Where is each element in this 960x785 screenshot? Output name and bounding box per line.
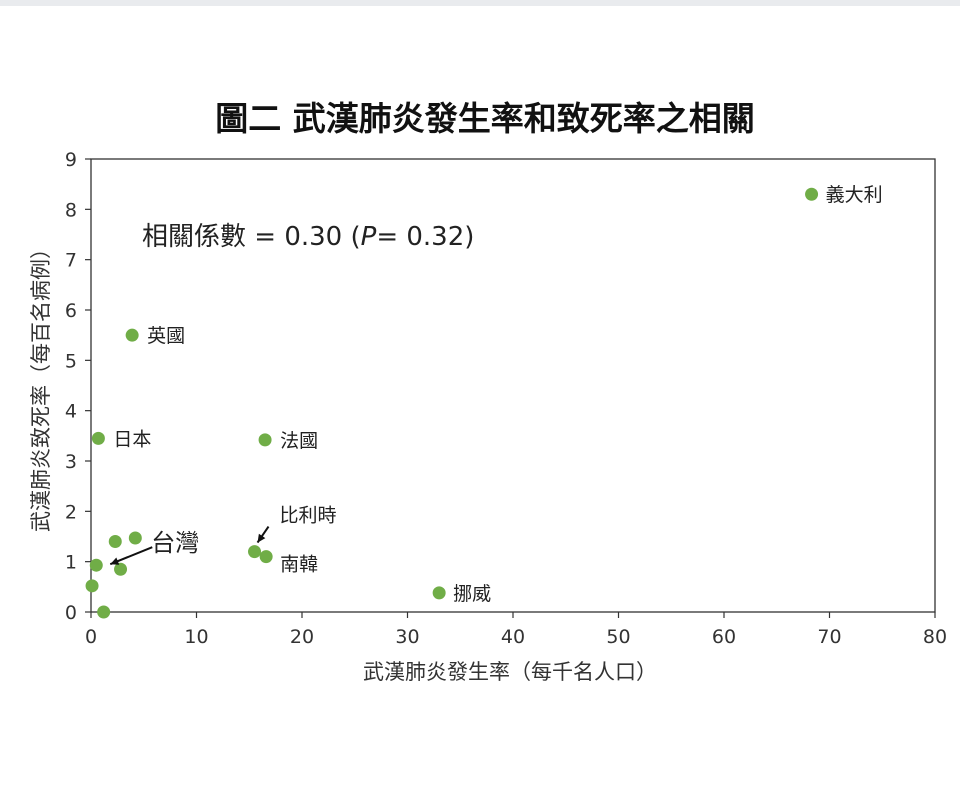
y-tick-label: 4 <box>65 401 77 423</box>
data-point <box>97 605 111 619</box>
point-label: 英國 <box>147 325 185 347</box>
x-tick-label: 70 <box>817 626 841 648</box>
data-point <box>259 550 273 564</box>
point-label: 法國 <box>280 430 318 452</box>
point-label: 台灣 <box>151 529 199 557</box>
y-tick-label: 7 <box>65 250 77 272</box>
data-point <box>248 545 262 559</box>
x-tick-label: 80 <box>923 626 947 648</box>
arrow-belgium <box>256 526 270 544</box>
arrow-taiwan-head <box>110 557 120 565</box>
annotation-p: P <box>361 222 377 252</box>
arrow-belgium-head <box>257 533 266 543</box>
chart-title: 圖二 武漢肺炎發生率和致死率之相關 <box>215 99 755 138</box>
y-tick-label: 9 <box>65 149 77 171</box>
y-tick-label: 8 <box>65 199 77 221</box>
arrow-taiwan <box>109 546 153 566</box>
data-point <box>128 531 142 545</box>
data-point <box>432 586 446 600</box>
data-point <box>805 187 819 201</box>
point-label: 比利時 <box>280 505 337 527</box>
y-axis-label: 武漢肺炎致死率（每百名病例） <box>29 238 53 532</box>
point-label: 南韓 <box>280 554 318 576</box>
data-point <box>89 558 103 572</box>
x-tick-label: 20 <box>290 626 314 648</box>
correlation-annotation: 相關係數 = 0.30 (P= 0.32) <box>142 222 474 252</box>
x-tick-label: 40 <box>501 626 525 648</box>
y-tick-label: 5 <box>65 350 77 372</box>
x-tick-label: 60 <box>712 626 736 648</box>
data-point <box>108 535 122 549</box>
point-label: 義大利 <box>826 184 883 206</box>
data-point <box>114 562 128 576</box>
data-points <box>85 187 819 619</box>
top-bar <box>0 0 960 6</box>
annotation-part-1: 相關係數 = 0.30 ( <box>142 222 361 252</box>
data-point <box>91 431 105 445</box>
y-tick-label: 6 <box>65 300 77 322</box>
annotation-part-2: = 0.32) <box>376 222 474 252</box>
point-label: 挪威 <box>453 583 491 605</box>
x-tick-label: 0 <box>85 626 97 648</box>
data-point <box>125 328 139 342</box>
y-tick-label: 0 <box>65 602 77 624</box>
y-tick-label: 3 <box>65 451 77 473</box>
point-label: 日本 <box>113 428 151 450</box>
axis-ticks: 0 10 20 30 40 50 60 70 80 0 1 2 3 4 5 6 7 8 9 <box>65 149 947 648</box>
data-point <box>258 433 272 447</box>
x-axis-label: 武漢肺炎發生率（每千名人口） <box>363 660 657 684</box>
y-tick-label: 2 <box>65 501 77 523</box>
x-tick-label: 50 <box>606 626 630 648</box>
x-tick-label: 10 <box>184 626 208 648</box>
data-point <box>85 579 99 593</box>
y-tick-label: 1 <box>65 552 77 574</box>
x-tick-label: 30 <box>395 626 419 648</box>
